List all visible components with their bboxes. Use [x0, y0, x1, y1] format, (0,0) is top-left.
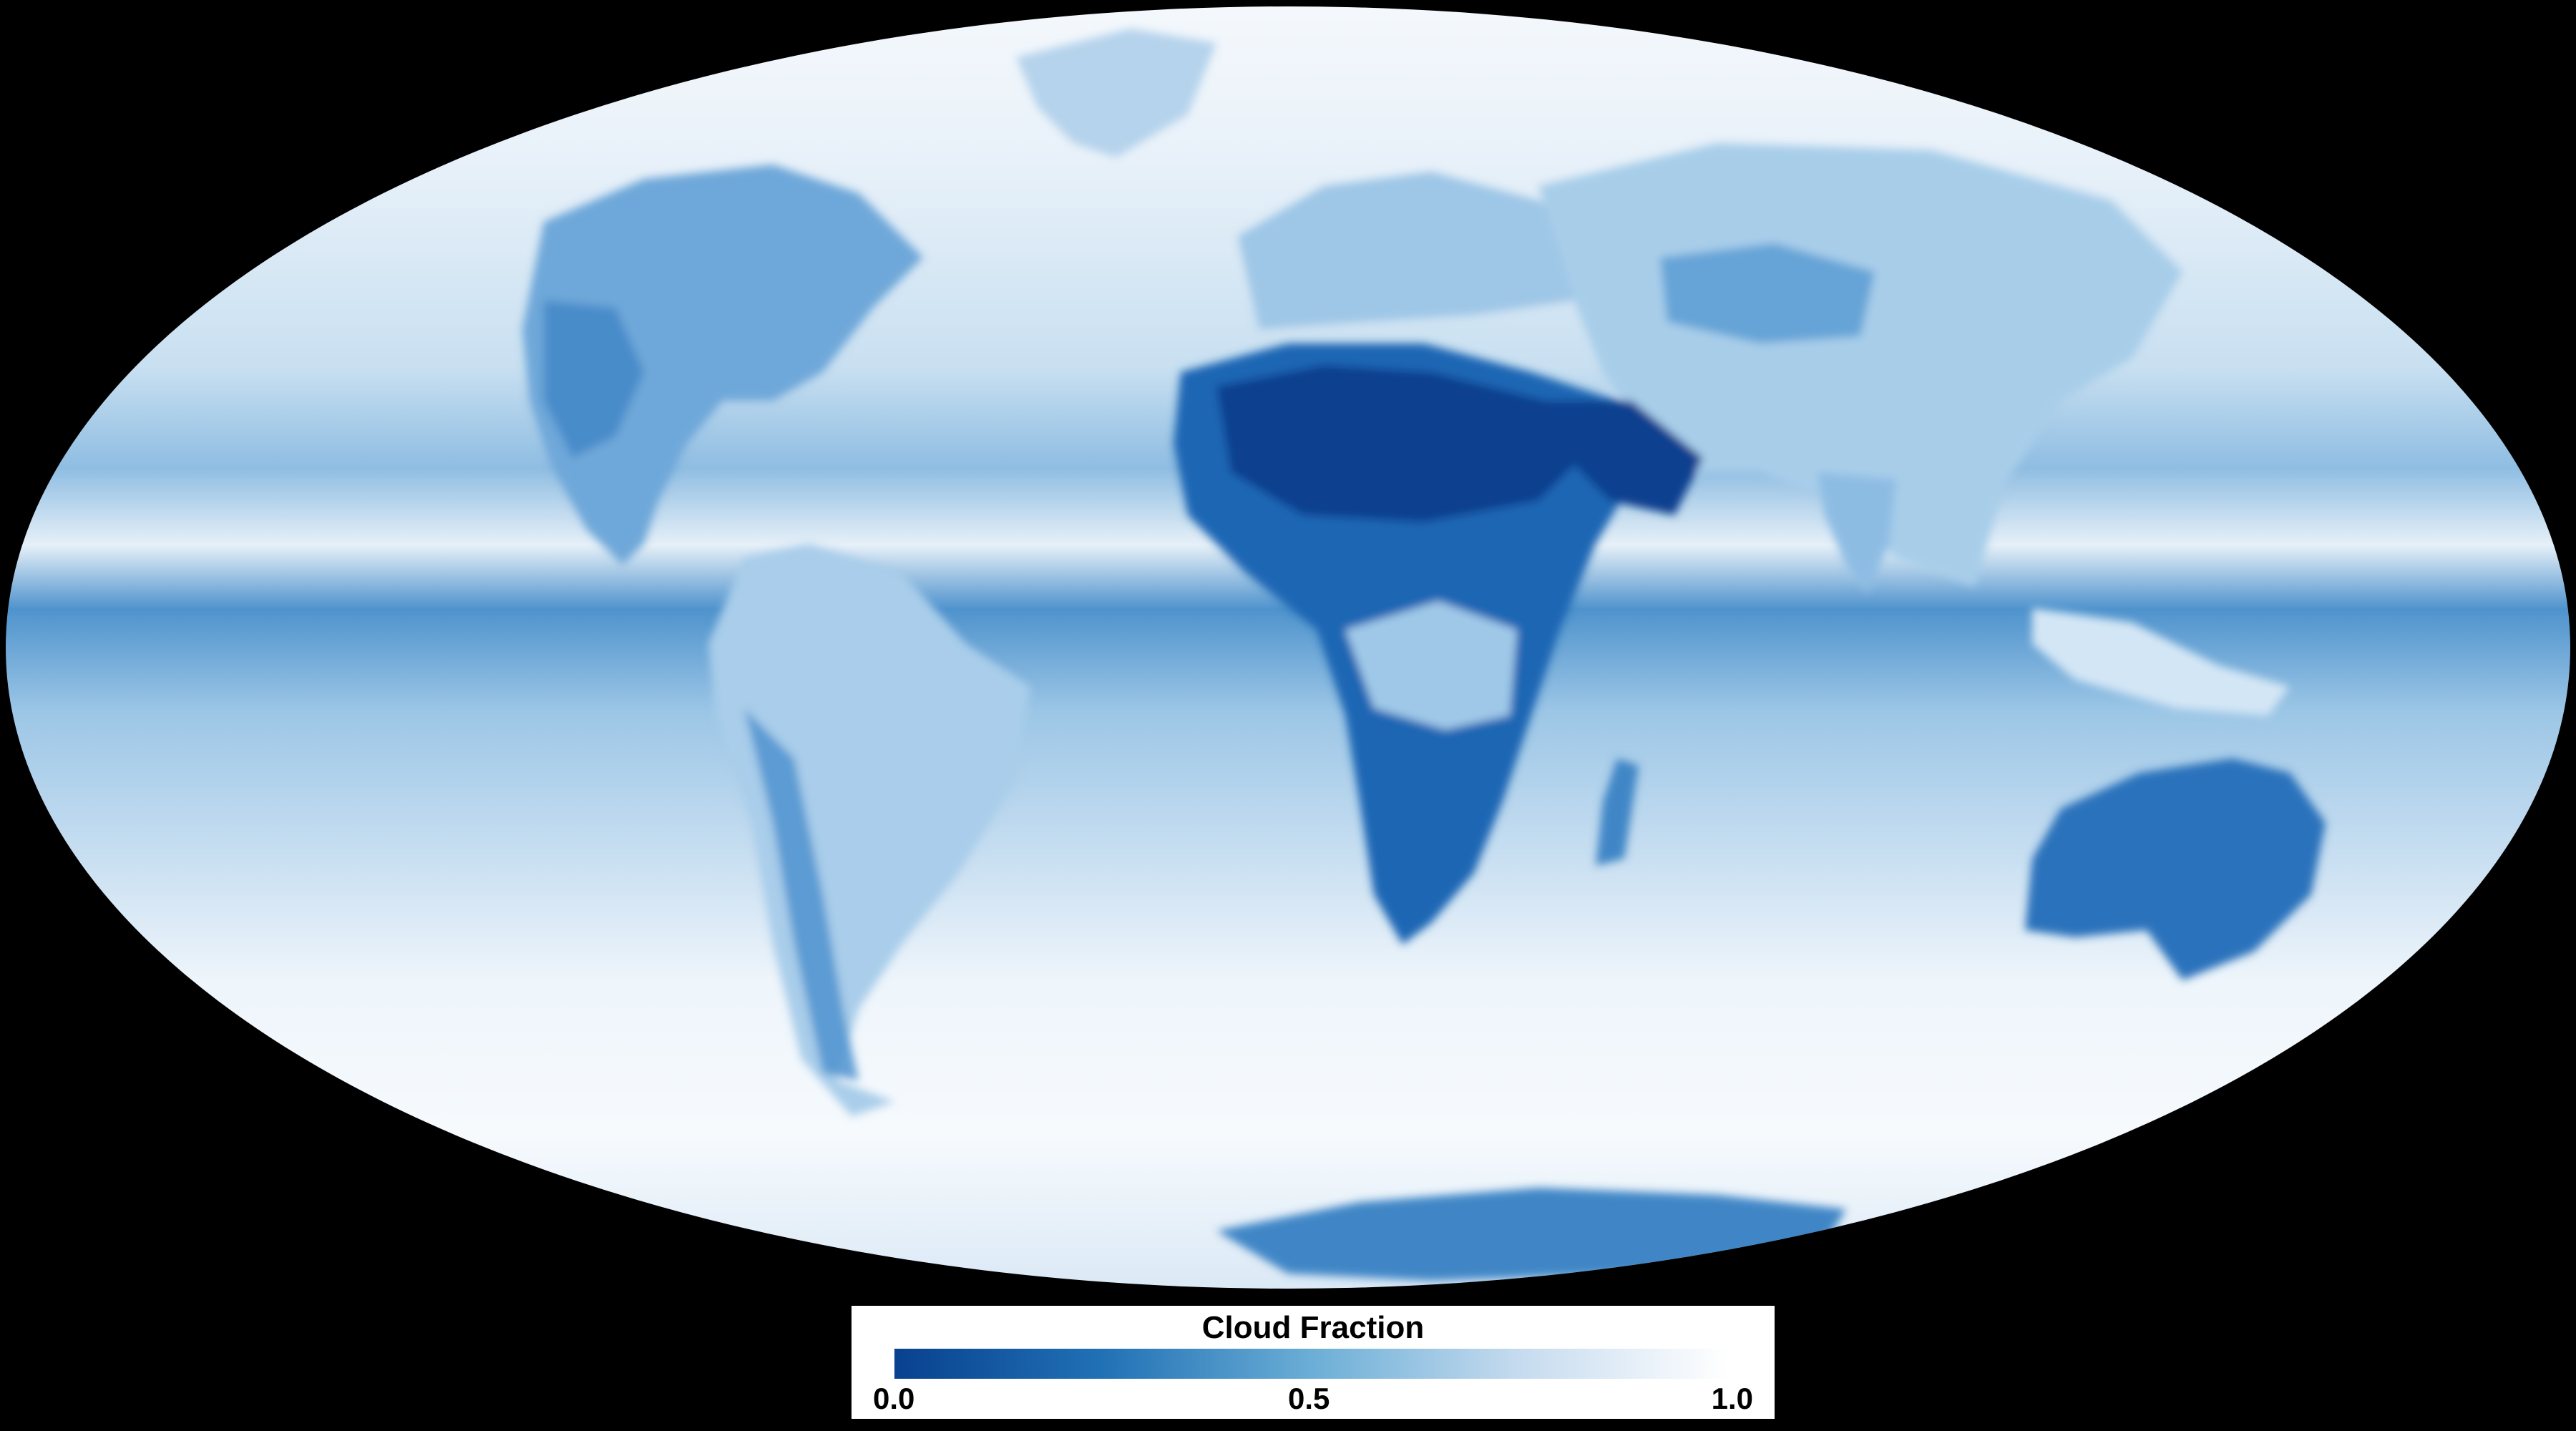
north-america-landmass: [522, 165, 923, 565]
central-africa-cloudy: [1345, 601, 1517, 730]
legend-max-label: 1.0: [1711, 1382, 1753, 1415]
sahara-desert: [1216, 365, 1596, 522]
southeast-asia-islands: [2032, 608, 2290, 716]
legend-color-bar: [894, 1349, 1728, 1379]
north-america-interior: [544, 301, 644, 458]
arabian-peninsula: [1538, 401, 1703, 515]
india-landmass: [1818, 472, 1896, 594]
australia-landmass: [2025, 758, 2326, 980]
legend-title: Cloud Fraction: [1201, 1310, 1425, 1345]
tibet-plateau: [1660, 243, 1875, 343]
south-america-west-coast: [744, 708, 859, 1080]
color-legend: Cloud Fraction 0.0 0.5 1.0: [852, 1306, 1775, 1419]
europe-landmass: [1238, 172, 1596, 329]
greenland-landmass: [1016, 29, 1216, 157]
ocean: [6, 6, 2570, 1289]
legend-mid-label: 0.5: [1288, 1382, 1330, 1415]
madagascar-landmass: [1596, 758, 1639, 866]
south-america-landmass: [708, 544, 1030, 1116]
legend-min-label: 0.0: [873, 1382, 915, 1415]
